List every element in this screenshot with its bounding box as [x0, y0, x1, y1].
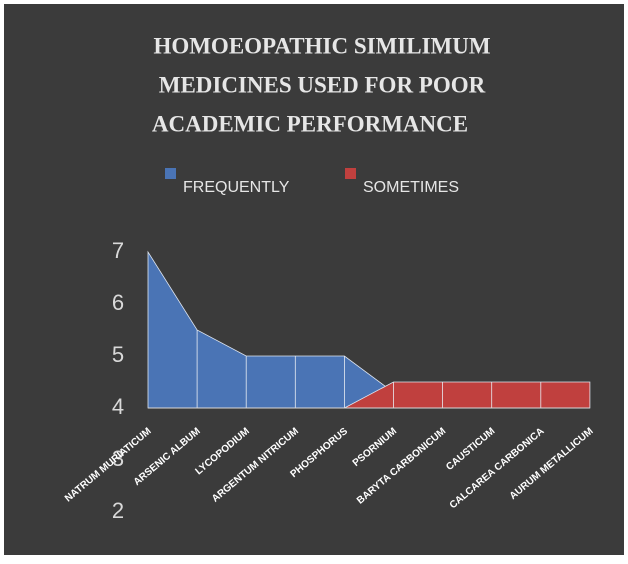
chart-title: ACADEMIC PERFORMANCE [152, 111, 468, 136]
y-tick-label: 6 [112, 290, 124, 315]
chart-title: MEDICINES USED FOR POOR [159, 72, 486, 97]
y-tick-label: 7 [112, 238, 124, 263]
legend-swatch [165, 168, 176, 179]
y-tick-label: 2 [112, 498, 124, 523]
y-tick-label: 5 [112, 342, 124, 367]
chart-title: HOMOEOPATHIC SIMILIMUM [153, 33, 490, 58]
legend-label: SOMETIMES [363, 179, 459, 196]
y-tick-label: 3 [112, 446, 124, 471]
background [4, 4, 624, 555]
y-tick-label: 4 [112, 394, 124, 419]
legend-label: FREQUENTLY [183, 179, 290, 196]
legend-swatch [345, 168, 356, 179]
area [344, 381, 591, 409]
